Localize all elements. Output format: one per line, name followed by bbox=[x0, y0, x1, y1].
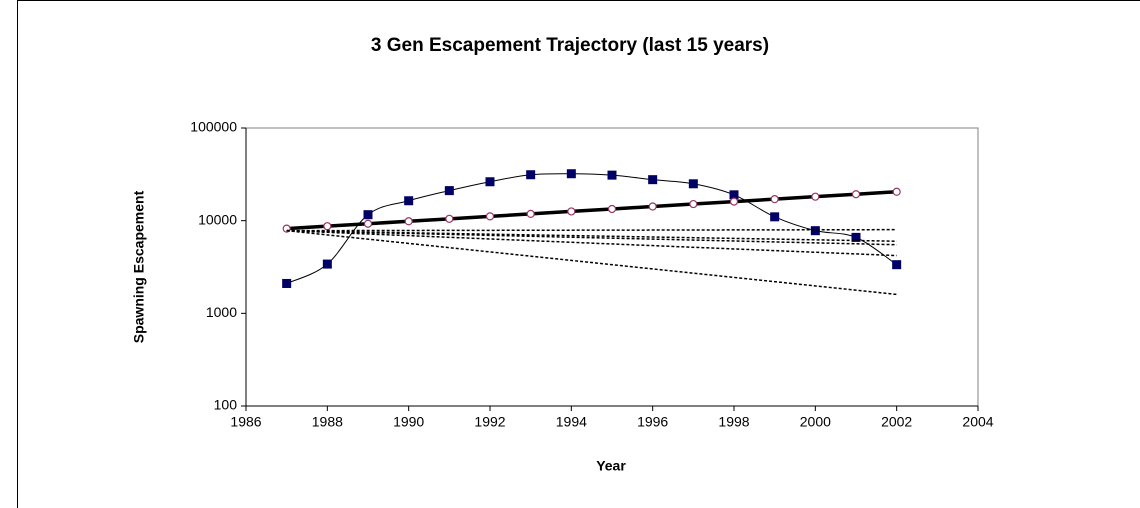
marker bbox=[322, 259, 332, 269]
series-line bbox=[286, 190, 897, 231]
marker bbox=[526, 209, 535, 219]
marker bbox=[811, 192, 820, 201]
plot-area bbox=[245, 127, 979, 407]
series-line bbox=[286, 173, 897, 284]
marker bbox=[607, 204, 617, 214]
x-tick-label: 1998 bbox=[718, 414, 749, 430]
marker bbox=[363, 210, 373, 220]
marker bbox=[445, 214, 454, 223]
y-tick-label: 1000 bbox=[206, 304, 237, 320]
series-line bbox=[286, 229, 897, 296]
marker bbox=[770, 212, 780, 222]
y-tick-label: 100 bbox=[214, 397, 238, 413]
chart-title: 3 Gen Escapement Trajectory (last 15 yea… bbox=[371, 35, 769, 56]
marker bbox=[648, 175, 658, 185]
marker bbox=[282, 278, 292, 288]
marker bbox=[689, 199, 698, 209]
marker bbox=[892, 260, 902, 270]
x-tick-label: 2000 bbox=[800, 414, 831, 430]
x-tick-label: 1988 bbox=[312, 414, 343, 430]
series-line bbox=[286, 229, 897, 257]
marker bbox=[810, 226, 820, 236]
marker bbox=[526, 170, 536, 180]
y-tick-label: 10000 bbox=[198, 211, 237, 227]
marker bbox=[485, 177, 495, 187]
y-axis-label: Spawning Escapement bbox=[131, 190, 147, 343]
marker bbox=[485, 212, 495, 221]
marker bbox=[729, 197, 739, 206]
x-tick-label: 2004 bbox=[962, 414, 993, 430]
marker bbox=[851, 232, 861, 242]
marker bbox=[648, 202, 657, 211]
marker bbox=[404, 217, 413, 226]
marker bbox=[688, 179, 698, 189]
x-tick-label: 1986 bbox=[230, 414, 261, 430]
marker bbox=[444, 186, 454, 196]
x-axis-label: Year bbox=[596, 458, 626, 474]
marker bbox=[770, 195, 779, 204]
marker bbox=[851, 190, 861, 199]
marker bbox=[567, 207, 576, 216]
marker bbox=[892, 187, 901, 196]
marker bbox=[404, 196, 414, 206]
marker bbox=[323, 222, 332, 231]
y-tick-label: 100000 bbox=[190, 119, 237, 135]
x-tick-label: 2002 bbox=[881, 414, 912, 430]
marker bbox=[607, 170, 617, 180]
marker bbox=[363, 219, 373, 228]
x-tick-label: 1996 bbox=[637, 414, 668, 430]
x-tick-label: 1992 bbox=[474, 414, 505, 430]
chart-frame bbox=[17, 0, 1140, 508]
series-line bbox=[286, 229, 897, 246]
x-tick-label: 1990 bbox=[393, 414, 424, 430]
x-tick-label: 1994 bbox=[556, 414, 587, 430]
series-line bbox=[286, 228, 897, 232]
marker bbox=[566, 169, 576, 179]
